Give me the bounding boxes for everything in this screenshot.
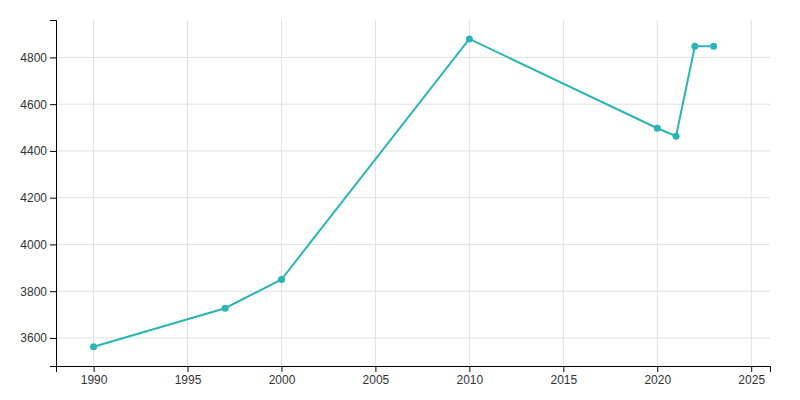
x-tick-label: 2000 bbox=[269, 373, 296, 387]
x-grid-line bbox=[375, 20, 376, 366]
y-grid-line bbox=[56, 57, 770, 58]
y-tick-mark bbox=[50, 104, 56, 105]
y-axis: 3600 3800 4000 4200 4400 4600 4800 bbox=[20, 21, 56, 367]
x-grid-line bbox=[281, 20, 282, 366]
point bbox=[710, 43, 717, 50]
data-layer bbox=[90, 35, 717, 350]
y-axis-line bbox=[50, 21, 57, 367]
y-grid-line bbox=[56, 104, 770, 105]
x-tick-mark bbox=[657, 366, 658, 372]
chart-container: 1990 1995 2000 2005 2010 2015 2020 2025 3600 3800… bbox=[0, 0, 800, 400]
x-tick-mark bbox=[563, 366, 564, 372]
y-tick: 4600 bbox=[20, 98, 56, 112]
x-grid-line bbox=[657, 20, 658, 366]
x-tick-label: 1990 bbox=[81, 373, 108, 387]
y-tick: 3800 bbox=[20, 285, 56, 299]
x-tick: 2025 bbox=[738, 366, 765, 387]
x-tick: 2020 bbox=[644, 366, 671, 387]
x-grid-line bbox=[187, 20, 188, 366]
chart-svg: 1990 1995 2000 2005 2010 2015 2020 2025 3600 3800… bbox=[0, 0, 800, 400]
point bbox=[654, 125, 661, 132]
point bbox=[222, 305, 229, 312]
x-tick: 2000 bbox=[269, 366, 296, 387]
x-tick-label: 2015 bbox=[550, 373, 577, 387]
point bbox=[673, 133, 680, 140]
y-tick-label: 4800 bbox=[20, 51, 47, 65]
x-tick: 1995 bbox=[175, 366, 202, 387]
x-tick-label: 2005 bbox=[363, 373, 390, 387]
y-grid-line bbox=[56, 197, 770, 198]
x-grid-line bbox=[751, 20, 752, 366]
x-tick-mark bbox=[281, 366, 282, 372]
x-tick-mark bbox=[375, 366, 376, 372]
y-tick-mark bbox=[50, 198, 56, 199]
y-tick-mark bbox=[50, 151, 56, 152]
plot-area: 1990 1995 2000 2005 2010 2015 2020 2025 3600 3800… bbox=[20, 20, 770, 387]
y-grid-line bbox=[56, 291, 770, 292]
point bbox=[90, 343, 97, 350]
y-tick-mark bbox=[50, 57, 56, 58]
y-tick-label: 4200 bbox=[20, 191, 47, 205]
x-tick: 2005 bbox=[363, 366, 390, 387]
y-tick-mark bbox=[50, 338, 56, 339]
x-tick: 2010 bbox=[457, 366, 484, 387]
y-tick-label: 4600 bbox=[20, 98, 47, 112]
y-tick-label: 3800 bbox=[20, 285, 47, 299]
x-grid-line bbox=[93, 20, 94, 366]
point bbox=[278, 276, 285, 283]
y-tick: 4400 bbox=[20, 144, 56, 158]
point bbox=[691, 43, 698, 50]
grid bbox=[56, 20, 770, 366]
line bbox=[94, 39, 714, 347]
y-grid-line bbox=[56, 150, 770, 151]
y-grid-line bbox=[56, 244, 770, 245]
y-tick-mark bbox=[50, 244, 56, 245]
y-tick: 4800 bbox=[20, 51, 56, 65]
x-tick-label: 2025 bbox=[738, 373, 765, 387]
x-tick: 1990 bbox=[81, 366, 108, 387]
point bbox=[466, 35, 473, 42]
y-tick-mark bbox=[50, 291, 56, 292]
y-tick: 4200 bbox=[20, 191, 56, 205]
x-tick-label: 2010 bbox=[457, 373, 484, 387]
y-tick-label: 3600 bbox=[20, 331, 47, 345]
x-tick-label: 2020 bbox=[644, 373, 671, 387]
x-tick-label: 1995 bbox=[175, 373, 202, 387]
x-tick: 2015 bbox=[550, 366, 577, 387]
y-tick-label: 4400 bbox=[20, 144, 47, 158]
y-tick: 4000 bbox=[20, 238, 56, 252]
x-tick-mark bbox=[751, 366, 752, 372]
y-tick: 3600 bbox=[20, 331, 56, 345]
x-grid-line bbox=[563, 20, 564, 366]
x-tick-mark bbox=[469, 366, 470, 372]
x-tick-mark bbox=[94, 366, 95, 372]
x-grid-line bbox=[469, 20, 470, 366]
x-axis: 1990 1995 2000 2005 2010 2015 2020 2025 bbox=[57, 366, 771, 387]
x-axis-line bbox=[57, 367, 771, 373]
x-tick-mark bbox=[188, 366, 189, 372]
y-grid-line bbox=[56, 337, 770, 338]
y-tick-label: 4000 bbox=[20, 238, 47, 252]
